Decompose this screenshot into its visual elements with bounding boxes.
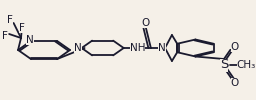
Text: F: F (7, 15, 13, 25)
Text: N: N (26, 35, 34, 45)
Text: CH₃: CH₃ (237, 60, 256, 70)
Text: O: O (142, 18, 150, 28)
Text: N: N (158, 43, 166, 53)
Text: S: S (220, 58, 228, 72)
Text: O: O (231, 78, 239, 88)
Text: N: N (74, 43, 82, 53)
Text: NH: NH (130, 43, 145, 53)
Text: O: O (231, 42, 239, 52)
Text: F: F (19, 23, 25, 33)
Text: F: F (2, 31, 8, 41)
Text: S: S (220, 58, 228, 72)
